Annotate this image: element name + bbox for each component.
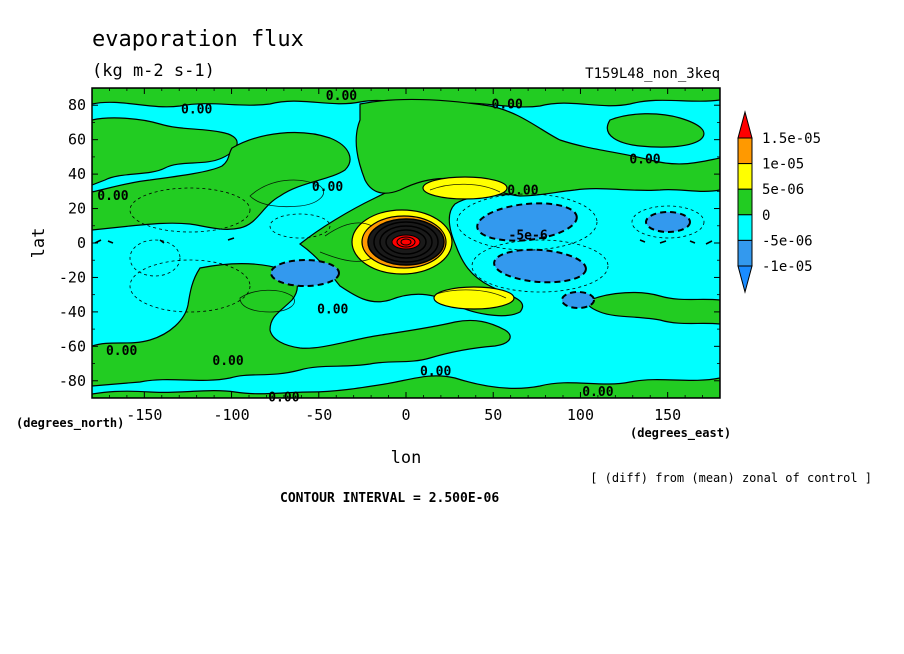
colorbar-label: 1.5e-05	[762, 131, 821, 147]
chart-title: evaporation flux	[92, 27, 304, 52]
x-unit-label: (degrees_east)	[630, 426, 731, 441]
colorbar-label: -5e-06	[762, 233, 813, 249]
contour-interval: CONTOUR INTERVAL = 2.500E-06	[280, 491, 499, 506]
y-axis: -80 -60 -40 -20 0 20 40 60 80	[59, 87, 720, 399]
y-tick-label: 20	[68, 200, 86, 218]
colorbar-segment	[737, 188, 753, 216]
x-tick-label: 50	[484, 406, 502, 424]
colorbar-extend-high	[737, 110, 753, 139]
colorbar-segment	[737, 137, 753, 165]
contour-label: 0.00	[317, 302, 348, 317]
colorbar: 1.5e-05 1e-05 5e-06 0 -5e-06 -1e-05	[737, 110, 821, 294]
colorbar-label: -1e-05	[762, 259, 813, 275]
y-tick-label: 0	[77, 234, 86, 252]
contour-label: 0.00	[312, 180, 343, 195]
y-tick-label: 40	[68, 165, 86, 183]
y-unit-label: (degrees_north)	[16, 416, 124, 431]
contour-label: 0.00	[326, 89, 357, 104]
y-tick-label: -60	[59, 337, 86, 355]
y-axis-label: lat	[29, 228, 49, 259]
y-tick-label: -40	[59, 303, 86, 321]
x-tick-label: -150	[126, 406, 162, 424]
colorbar-extend-low	[737, 265, 753, 294]
y-tick-label: 60	[68, 131, 86, 149]
y-tick-label: -80	[59, 372, 86, 390]
contour-label: 0.00	[507, 184, 538, 199]
y-tick-label: -20	[59, 268, 86, 286]
contour-label: -5e-6	[509, 228, 548, 243]
colorbar-segment	[737, 214, 753, 241]
contour-label: 0.00	[582, 385, 613, 400]
x-axis: -150 -100 -50 0 50 100 150	[109, 88, 703, 424]
contour-label: 0.00	[492, 98, 523, 113]
colorbar-label: 5e-06	[762, 182, 804, 198]
negative-contour-lines	[129, 187, 705, 313]
positive-contour-lines	[239, 179, 507, 313]
run-name: T159L48_non_3keq	[585, 66, 720, 82]
chart-subtitle: (kg m-2 s-1)	[92, 61, 215, 81]
colorbar-label: 1e-05	[762, 157, 804, 173]
colorbar-segment	[737, 163, 753, 190]
contour-label: 0.00	[629, 153, 660, 168]
colorbar-segment	[737, 239, 753, 267]
x-axis-label: lon	[391, 448, 422, 468]
negative-strong-regions	[270, 202, 691, 309]
contour-field	[92, 88, 720, 398]
colorbar-label: 0	[762, 208, 770, 224]
contour-label: 0.00	[181, 103, 212, 118]
comparison-note: [ (diff) from (mean) zonal of control ]	[590, 471, 872, 485]
x-tick-label: 150	[654, 406, 681, 424]
contour-label: 0.00	[97, 189, 128, 204]
x-tick-label: -50	[305, 406, 332, 424]
red-core-contours	[396, 236, 416, 248]
contour-label: 0.00	[106, 344, 137, 359]
contour-label: 0.00	[212, 354, 243, 369]
x-tick-label: 100	[567, 406, 594, 424]
x-tick-label: 0	[401, 406, 410, 424]
x-tick-label: -100	[213, 406, 249, 424]
y-tick-label: 80	[68, 96, 86, 114]
equatorial-noise	[94, 237, 713, 245]
contour-label: 0.00	[420, 364, 451, 379]
contour-labels: 0.00 0.00 0.00 0.00 0.00 0.00 0.00 -5e-6 0.00 0.0…	[97, 89, 661, 405]
